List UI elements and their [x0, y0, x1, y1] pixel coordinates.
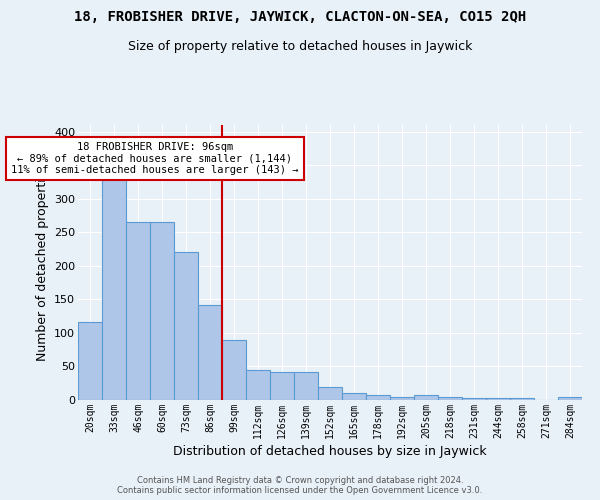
- Bar: [294, 372, 318, 400]
- Bar: [318, 386, 342, 400]
- Bar: [102, 178, 126, 400]
- Bar: [222, 340, 246, 400]
- Bar: [462, 398, 486, 400]
- Text: 18, FROBISHER DRIVE, JAYWICK, CLACTON-ON-SEA, CO15 2QH: 18, FROBISHER DRIVE, JAYWICK, CLACTON-ON…: [74, 10, 526, 24]
- Bar: [486, 398, 510, 400]
- X-axis label: Distribution of detached houses by size in Jaywick: Distribution of detached houses by size …: [173, 445, 487, 458]
- Bar: [390, 396, 414, 400]
- Bar: [270, 372, 294, 400]
- Bar: [438, 398, 462, 400]
- Text: 18 FROBISHER DRIVE: 96sqm
← 89% of detached houses are smaller (1,144)
11% of se: 18 FROBISHER DRIVE: 96sqm ← 89% of detac…: [11, 142, 299, 175]
- Bar: [342, 394, 366, 400]
- Bar: [174, 252, 198, 400]
- Bar: [150, 222, 174, 400]
- Text: Size of property relative to detached houses in Jaywick: Size of property relative to detached ho…: [128, 40, 472, 53]
- Y-axis label: Number of detached properties: Number of detached properties: [35, 164, 49, 361]
- Bar: [126, 222, 150, 400]
- Text: Contains HM Land Registry data © Crown copyright and database right 2024.
Contai: Contains HM Land Registry data © Crown c…: [118, 476, 482, 495]
- Bar: [558, 396, 582, 400]
- Bar: [78, 322, 102, 400]
- Bar: [414, 394, 438, 400]
- Bar: [246, 370, 270, 400]
- Bar: [198, 306, 222, 400]
- Bar: [510, 398, 534, 400]
- Bar: [366, 394, 390, 400]
